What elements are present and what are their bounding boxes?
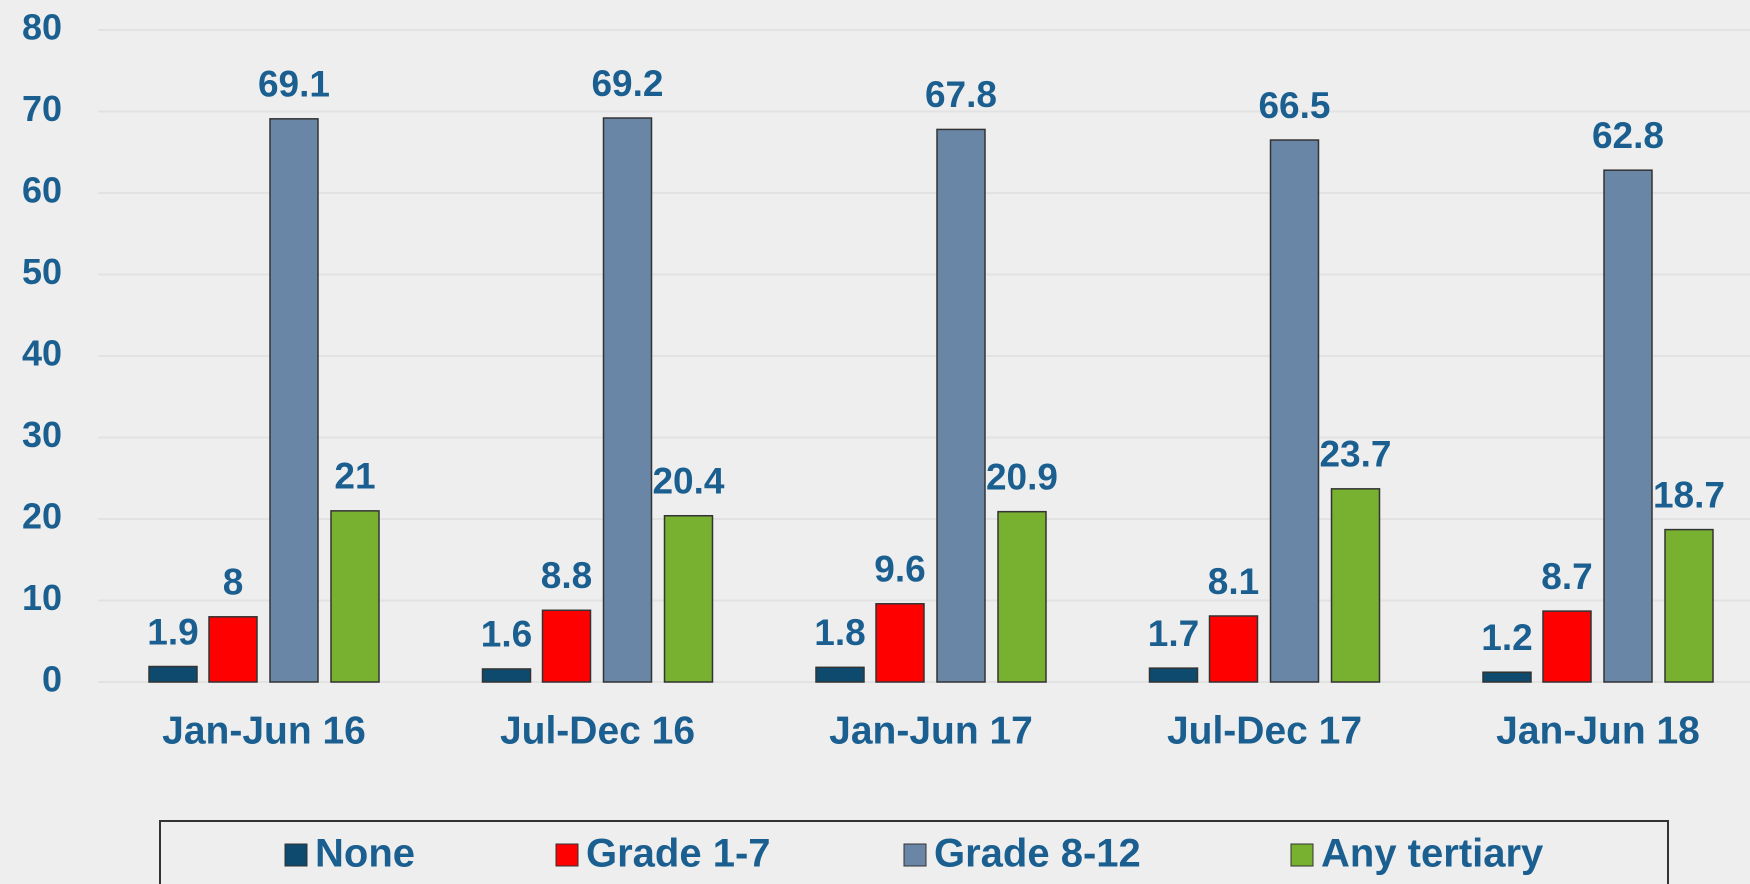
bar	[936, 128, 986, 683]
y-tick-label: 40	[22, 333, 62, 374]
value-label: 8.1	[1208, 561, 1259, 602]
legend-swatch	[1290, 843, 1314, 867]
value-label: 8.8	[541, 555, 592, 596]
legend-swatch	[284, 843, 308, 867]
x-tick-label: Jul-Dec 16	[500, 709, 695, 752]
value-label: 1.7	[1148, 613, 1199, 654]
x-tick-label: Jul-Dec 17	[1167, 709, 1362, 752]
legend-swatch	[555, 843, 579, 867]
bar	[1208, 615, 1259, 683]
bar	[1542, 610, 1592, 683]
value-label: 20.4	[652, 461, 724, 502]
value-label: 62.8	[1592, 115, 1664, 156]
bar	[875, 603, 925, 683]
value-label: 69.1	[258, 64, 330, 105]
bar	[663, 514, 714, 683]
y-tick-label: 0	[42, 659, 62, 700]
bar	[815, 666, 865, 683]
bar	[330, 510, 380, 683]
value-label: 66.5	[1258, 85, 1330, 126]
bar	[148, 665, 198, 683]
value-label: 1.6	[481, 614, 532, 655]
y-tick-label: 60	[22, 170, 62, 211]
value-label: 1.9	[147, 611, 198, 652]
legend-label: Grade 8-12	[934, 832, 1141, 876]
bar	[208, 616, 258, 683]
legend-label: Grade 1-7	[586, 832, 771, 876]
legend-label: None	[315, 832, 415, 876]
value-label: 8	[223, 562, 244, 603]
value-label: 9.6	[874, 549, 925, 590]
bar	[1603, 169, 1653, 683]
value-label: 23.7	[1319, 434, 1391, 475]
bar	[1664, 528, 1714, 683]
value-label: 1.8	[814, 612, 865, 653]
y-tick-label: 50	[22, 251, 62, 292]
value-label: 21	[334, 456, 375, 497]
y-tick-label: 10	[22, 577, 62, 618]
y-tick-label: 70	[22, 88, 62, 129]
bar	[541, 609, 592, 683]
bar	[1482, 671, 1532, 683]
y-tick-label: 20	[22, 496, 62, 537]
y-tick-label: 80	[22, 7, 62, 48]
bar	[1148, 667, 1199, 683]
bar	[481, 668, 532, 683]
x-tick-label: Jan-Jun 18	[1496, 709, 1700, 752]
x-tick-label: Jan-Jun 17	[829, 709, 1033, 752]
legend-box	[159, 820, 1669, 884]
value-label: 20.9	[986, 456, 1058, 497]
legend-label: Any tertiary	[1321, 832, 1544, 876]
bar	[1269, 139, 1320, 683]
x-tick-label: Jan-Jun 16	[162, 709, 366, 752]
value-label: 69.2	[591, 63, 663, 104]
bar	[269, 118, 319, 683]
bar	[602, 117, 653, 683]
value-label: 18.7	[1653, 474, 1725, 515]
value-label: 8.7	[1541, 556, 1592, 597]
bar	[997, 510, 1047, 683]
bar	[1330, 488, 1381, 683]
value-label: 67.8	[925, 74, 997, 115]
value-label: 1.2	[1481, 617, 1532, 658]
legend-swatch	[903, 843, 927, 867]
y-tick-label: 30	[22, 414, 62, 455]
